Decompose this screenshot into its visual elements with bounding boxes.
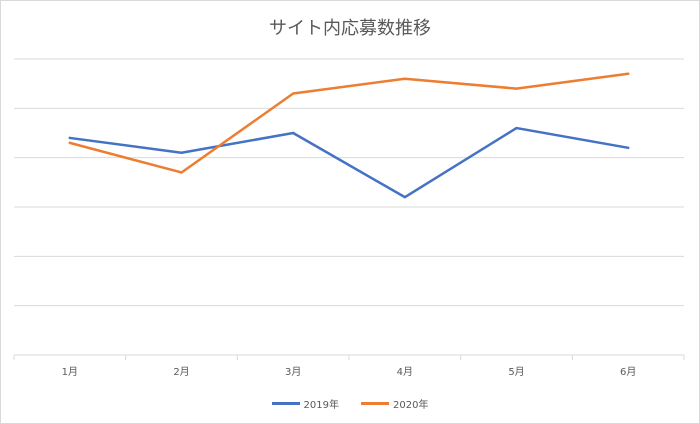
legend-swatch-2020 — [361, 402, 389, 405]
x-tick-label: 3月 — [285, 366, 301, 378]
legend-label-2019: 2019年 — [303, 400, 339, 411]
series-line-0 — [68, 126, 630, 199]
legend-swatch-2019 — [271, 402, 300, 405]
x-tick-label: 1月 — [62, 366, 78, 378]
data-point-0-0 — [68, 136, 72, 140]
data-point-1-3 — [403, 77, 407, 80]
x-tick-label: 6月 — [620, 366, 636, 378]
legend: 2019年 2020年 — [0, 396, 700, 411]
legend-label-2020: 2020年 — [393, 400, 429, 411]
x-tick-label: 2月 — [173, 366, 189, 378]
data-point-0-4 — [515, 126, 518, 130]
data-point-0-1 — [180, 151, 183, 154]
data-point-0-5 — [626, 146, 630, 149]
x-tick-label: 5月 — [508, 366, 524, 378]
series-line-1 — [68, 72, 630, 174]
data-point-1-5 — [626, 72, 630, 76]
data-point-1-4 — [515, 87, 518, 90]
data-point-0-3 — [403, 195, 407, 199]
data-point-1-1 — [180, 171, 183, 174]
legend-item-2020: 2020年 — [361, 396, 428, 411]
legend-item-2019: 2019年 — [271, 396, 339, 411]
data-point-1-0 — [68, 141, 72, 145]
chart-title: サイト内応募数推移 — [269, 18, 431, 39]
data-point-0-2 — [291, 131, 295, 135]
x-tick-label: 4月 — [397, 366, 413, 378]
data-point-1-2 — [291, 92, 295, 95]
